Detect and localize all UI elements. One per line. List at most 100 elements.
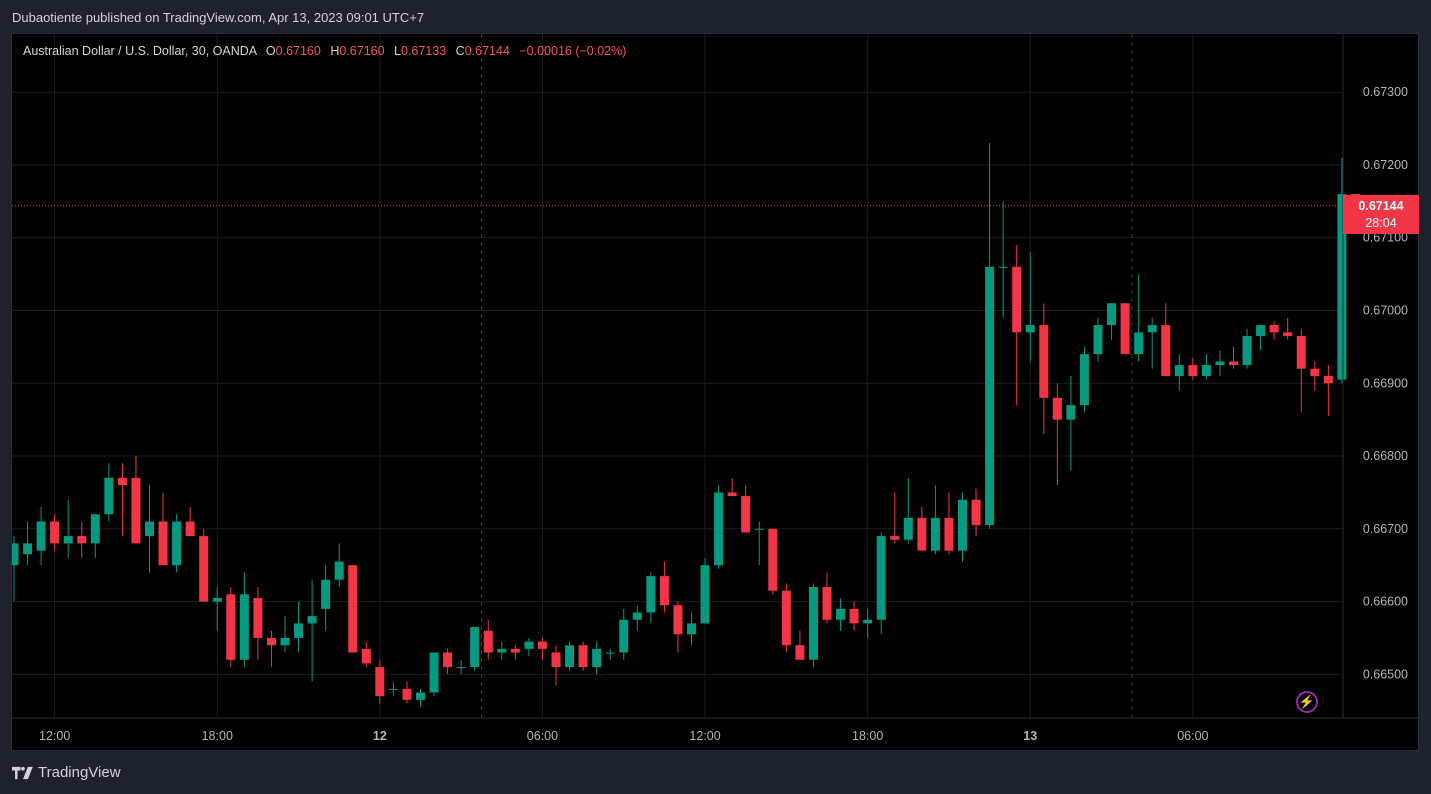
candle-body [605,652,615,654]
candle-body [741,496,751,533]
candle-body [456,667,466,669]
open-value: 0.67160 [275,44,321,58]
close-value: 0.67144 [464,44,510,58]
candle-body [50,521,60,544]
x-tick-label: 12:00 [39,729,70,743]
y-tick-label: 0.66800 [1363,449,1408,463]
current-price: 0.67144 [1358,199,1404,213]
candle-body [1120,303,1130,355]
candle-body [836,608,846,620]
close-label: C [455,44,465,58]
candle-body [321,579,331,609]
candle-body [1242,335,1252,366]
y-tick-label: 0.67300 [1363,85,1408,99]
candle-body [104,477,114,515]
candle-body [266,637,276,646]
candle-body [619,619,629,653]
candle-body [23,543,33,555]
candle-body [524,641,534,649]
candle-body [687,623,696,635]
candle-body [578,645,588,668]
candle-body [402,688,412,700]
candle-body [754,528,764,530]
candle-body [63,536,73,544]
candle-body [971,499,981,526]
candle-body [632,612,642,620]
candle-body [334,561,344,580]
candles [12,143,1360,708]
y-tick-label: 0.66500 [1363,667,1408,681]
candle-body [781,590,791,646]
bar-countdown: 28:04 [1365,216,1397,230]
candle-body [1052,397,1062,420]
x-tick-label: 06:00 [527,729,558,743]
candle-body [700,565,710,624]
candle-body [1066,405,1076,420]
open-label: O [265,44,276,58]
candle-body [131,477,141,544]
x-tick-label: 13 [1023,729,1037,743]
candle-body [1323,376,1333,384]
candle-body [1107,303,1117,326]
x-tick-label: 12 [373,729,387,743]
x-tick-label: 12:00 [689,729,720,743]
candle-body [77,536,87,544]
axes: 0.66500 0.66600 0.66700 0.66800 0.66900 0.670… [12,34,1418,743]
candle-body [944,517,954,551]
candle-body [1337,194,1347,380]
x-tick-label: 18:00 [202,729,233,743]
candle-body [348,565,358,653]
candle-body [145,521,154,537]
candle-body [1039,325,1049,398]
candle-body [90,514,100,544]
candle-body [863,619,873,624]
x-tick-label: 06:00 [1177,729,1208,743]
candle-body [1161,325,1171,376]
candle-body [1134,332,1144,355]
candle-body [673,605,683,635]
y-tick-label: 0.67000 [1363,304,1408,318]
candle-body [890,536,900,540]
candle-body [416,692,425,700]
candle-body [1188,365,1198,376]
candle-body [958,499,967,551]
candle-body [117,477,127,486]
candle-body [36,521,46,551]
x-tick-label: 18:00 [852,729,883,743]
candle-body [497,648,507,653]
high-label: H [330,44,340,58]
candle-body [1012,266,1022,333]
y-tick-label: 0.66600 [1363,595,1408,609]
candle-body [1215,361,1225,366]
candle-body [768,528,778,591]
candle-body [443,652,453,668]
candle-body [510,648,520,653]
footer-brand[interactable]: TradingView [38,764,121,781]
y-tick-label: 0.66900 [1363,376,1408,390]
candle-body [714,492,724,566]
candle-body [646,576,656,613]
candle-body [1310,368,1320,376]
candlestick-chart[interactable]: 0.66500 0.66600 0.66700 0.66800 0.66900 0.670… [12,34,1418,750]
symbol-title: Australian Dollar / U.S. Dollar, 30, OAN… [23,44,257,58]
low-value: 0.67133 [400,44,447,58]
candle-body [659,576,669,606]
footer: TradingView [12,764,121,781]
y-tick-label: 0.67100 [1363,231,1408,245]
candle-body [998,266,1008,268]
candle-body [1147,325,1157,333]
candle-body [1093,325,1103,355]
candle-body [470,627,480,668]
candle-body [903,517,913,540]
candle-body [375,667,385,697]
tradingview-logo-icon [12,766,33,779]
y-tick-label: 0.66700 [1363,522,1408,536]
candle-body [185,521,195,537]
current-price-tag: 0.67144 28:04 [1343,195,1419,234]
chart-panel[interactable]: 0.66500 0.66600 0.66700 0.66800 0.66900 0.670… [11,33,1419,751]
candle-body [212,597,222,602]
candle-body [253,597,263,638]
lightning-icon[interactable]: ⚡ [1296,691,1318,713]
y-tick-label: 0.67200 [1363,158,1408,172]
candle-body [1174,365,1184,376]
